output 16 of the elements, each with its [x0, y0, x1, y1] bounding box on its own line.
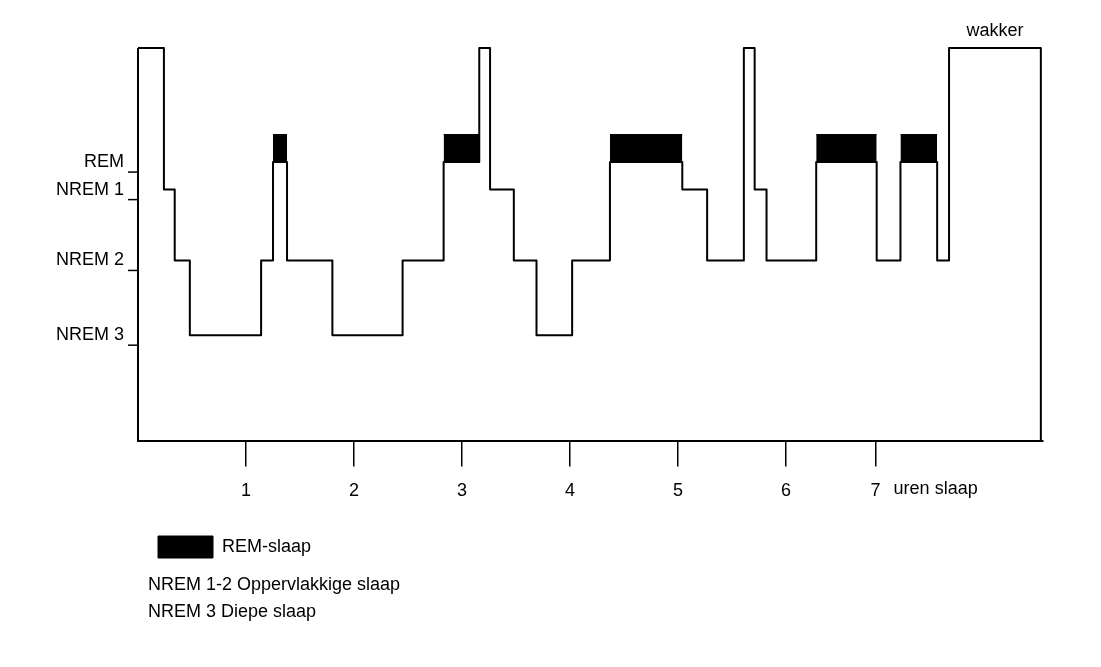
x-axis-title: uren slaap	[893, 478, 978, 499]
x-tick-label: 3	[456, 480, 467, 501]
x-tick-label: 1	[240, 480, 251, 501]
text: NREM 2	[55, 249, 124, 270]
x-tick-label: 2	[348, 480, 359, 501]
text: NREM 3 Diepe slaap	[148, 601, 318, 622]
text: REM	[84, 151, 124, 172]
legend-label: REM-slaap	[222, 535, 312, 556]
x-tick-label: 4	[564, 480, 575, 501]
text: wakker	[965, 19, 1024, 40]
text: NREM 1-2 Oppervlakkige slaap	[148, 574, 402, 595]
text: NREM 3	[55, 324, 124, 345]
x-tick-label: 6	[780, 480, 791, 501]
x-tick-label: 7	[870, 480, 881, 501]
x-tick-label: 5	[672, 480, 683, 501]
text: NREM 1	[55, 178, 124, 199]
